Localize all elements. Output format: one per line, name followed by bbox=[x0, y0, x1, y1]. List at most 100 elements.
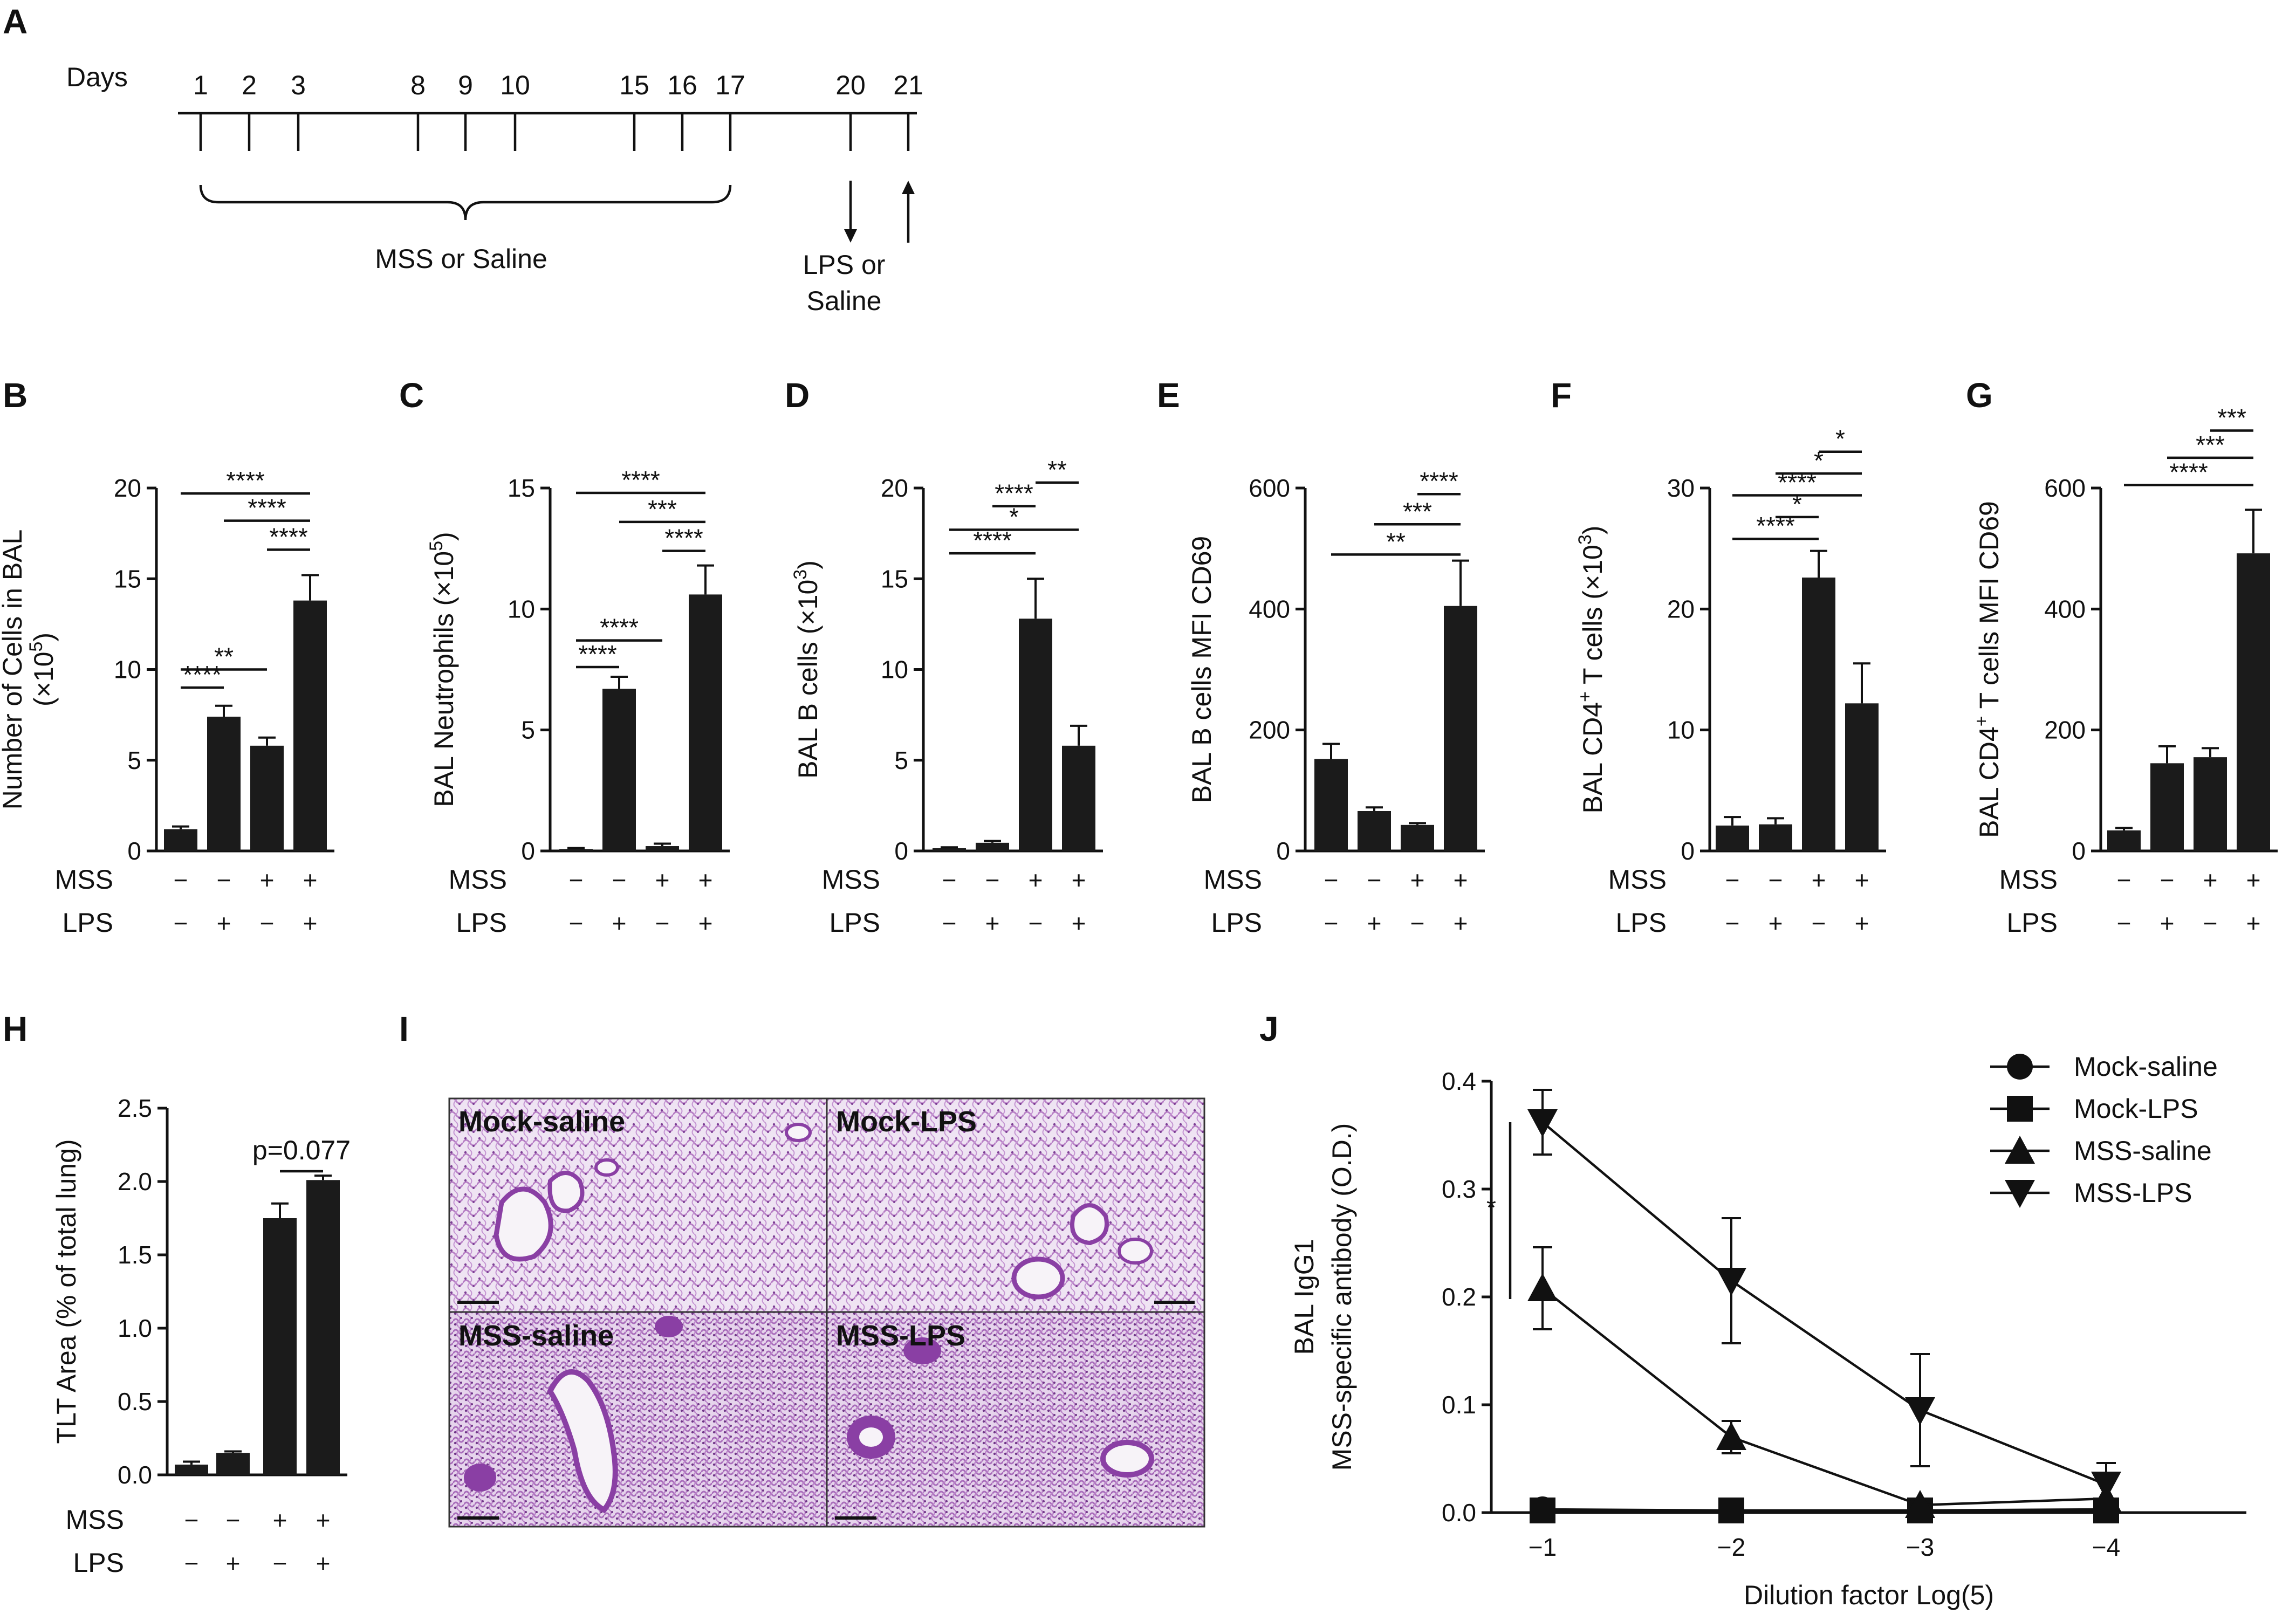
mss-sign-1: − bbox=[569, 866, 584, 894]
data-point bbox=[1905, 1490, 1935, 1518]
lps-sign-3: − bbox=[2203, 909, 2218, 937]
y-tick-label: 1.5 bbox=[118, 1241, 152, 1269]
y-axis-label-tail: ) bbox=[429, 532, 459, 541]
lps-sign-3: − bbox=[1410, 909, 1425, 937]
series-line bbox=[1541, 1287, 2107, 1507]
histology-mock-lps bbox=[826, 1097, 1205, 1313]
panel-letter-f: F bbox=[1551, 376, 1572, 415]
panel-letter-j: J bbox=[1259, 1009, 1279, 1048]
significance-label: **** bbox=[2169, 458, 2208, 486]
mss-sign-4: + bbox=[698, 866, 713, 894]
panel-letter-a: A bbox=[3, 2, 28, 41]
significance-label: ** bbox=[1386, 527, 1406, 555]
panel-a-timeline: A Days 1 2 3 8 9 10 15 16 17 20 21 MSS or Saline L… bbox=[3, 2, 923, 316]
mss-sign-4: + bbox=[2246, 866, 2261, 894]
significance-label: **** bbox=[664, 524, 703, 552]
y-tick-label: 5 bbox=[521, 716, 535, 744]
mss-sign-2: − bbox=[612, 866, 627, 894]
significance-label: **** bbox=[578, 640, 617, 668]
series-mock-lps: Mock-LPS bbox=[1530, 1094, 2198, 1523]
y-axis-label-line2: MSS-specific antibody (O.D.) bbox=[1327, 1123, 1357, 1471]
bar-1 bbox=[1314, 759, 1348, 851]
data-point bbox=[1716, 1268, 1746, 1296]
mss-sign-1: − bbox=[174, 866, 188, 894]
y-axis-label-plus: + bbox=[1971, 716, 1992, 726]
lps-sign-1: − bbox=[2117, 909, 2131, 937]
day-label-17: 17 bbox=[715, 70, 745, 100]
day-label-21: 21 bbox=[893, 70, 923, 100]
panel-h-bar-chart: H 0.0 0.5 1.0 1.5 2.0 2.5 TLT Area (% of total … bbox=[3, 1009, 351, 1578]
histology-label-mss-lps: MSS-LPS bbox=[836, 1320, 965, 1352]
significance-label: **** bbox=[248, 494, 286, 522]
lps-sign-4: + bbox=[2246, 909, 2261, 937]
day-label-2: 2 bbox=[242, 70, 257, 100]
y-tick-label: 0.3 bbox=[1442, 1175, 1476, 1203]
data-point bbox=[1527, 1273, 1558, 1301]
y-tick-label: 15 bbox=[508, 474, 535, 502]
lps-row-label: LPS bbox=[2006, 908, 2058, 938]
x-tick-label: −4 bbox=[2092, 1533, 2120, 1561]
lps-sign-1: − bbox=[569, 909, 584, 937]
y-tick-label: 5 bbox=[127, 746, 141, 774]
lps-sign-3: − bbox=[1029, 909, 1043, 937]
bar-4 bbox=[2237, 553, 2270, 851]
bar-3 bbox=[250, 745, 284, 851]
lps-sign-3: − bbox=[260, 909, 275, 937]
legend-marker bbox=[2007, 1054, 2033, 1080]
day-label-20: 20 bbox=[835, 70, 866, 100]
lps-sign-4: + bbox=[1454, 909, 1468, 937]
mss-sign-2: − bbox=[1769, 866, 1783, 894]
y-tick-label: 0 bbox=[1276, 837, 1290, 865]
y-tick-label: 10 bbox=[1667, 716, 1695, 744]
mss-sign-3: + bbox=[655, 866, 670, 894]
x-axis-label: Dilution factor Log(5) bbox=[1744, 1580, 1994, 1610]
significance-label: *** bbox=[648, 495, 677, 523]
bar-4 bbox=[293, 600, 327, 851]
legend-marker bbox=[2005, 1180, 2035, 1208]
y-tick-label: 0 bbox=[521, 837, 535, 865]
bar-1 bbox=[933, 848, 966, 851]
mss-sign-2: − bbox=[1367, 866, 1382, 894]
bar-1 bbox=[164, 829, 197, 851]
mss-row-label: MSS bbox=[55, 864, 113, 895]
panel-j-line-chart: J 0.0 0.1 0.2 0.3 0.4 −1 −2 −3 −4 Dilution factor… bbox=[1259, 1009, 2246, 1610]
lps-sign-3: − bbox=[1812, 909, 1826, 937]
y-axis-label: BAL CD4+ T cells (×103) bbox=[1575, 526, 1608, 814]
y-tick-label: 20 bbox=[1667, 595, 1695, 623]
bar-3 bbox=[1401, 825, 1434, 851]
day-ticks: 1 2 3 8 9 10 15 16 17 20 21 bbox=[193, 70, 923, 151]
y-axis-label-text: BAL Neutrophils (×10 bbox=[429, 551, 459, 807]
mss-sign-4: + bbox=[316, 1506, 331, 1534]
bar-3 bbox=[1802, 578, 1835, 851]
y-tick-label: 2.0 bbox=[118, 1167, 152, 1196]
mss-row-label: MSS bbox=[449, 864, 507, 895]
lps-sign-4: + bbox=[316, 1549, 331, 1577]
lps-sign-1: − bbox=[942, 909, 957, 937]
y-tick-label: 0 bbox=[1681, 837, 1695, 865]
day-label-9: 9 bbox=[458, 70, 473, 100]
y-axis-label-part2: T cells (×10 bbox=[1578, 545, 1608, 691]
y-axis-label-plus: + bbox=[1575, 691, 1595, 702]
y-axis-label-part2: T cells MFI CD69 bbox=[1974, 501, 2004, 716]
y-axis-label-line1: Number of Cells in BAL bbox=[0, 530, 28, 810]
significance-label: **** bbox=[973, 526, 1012, 554]
bar-3 bbox=[1019, 619, 1052, 851]
y-tick-label: 600 bbox=[1249, 474, 1290, 502]
legend-label: MSS-saline bbox=[2074, 1136, 2212, 1166]
mss-row-label: MSS bbox=[1999, 864, 2058, 895]
lps-sign-1: − bbox=[184, 1549, 199, 1577]
bar-2 bbox=[1358, 811, 1391, 851]
panel-letter-b: B bbox=[3, 376, 28, 415]
lps-row-label: LPS bbox=[1615, 908, 1667, 938]
y-tick-label: 0 bbox=[894, 837, 908, 865]
mss-row-label: MSS bbox=[1608, 864, 1667, 895]
significance-label: ** bbox=[214, 643, 234, 671]
panel-i-histology: I bbox=[399, 1009, 1205, 1528]
lps-sign-2: + bbox=[1769, 909, 1783, 937]
bar-1 bbox=[559, 849, 593, 851]
mss-sign-1: − bbox=[1324, 866, 1339, 894]
y-tick-label: 5 bbox=[894, 746, 908, 774]
